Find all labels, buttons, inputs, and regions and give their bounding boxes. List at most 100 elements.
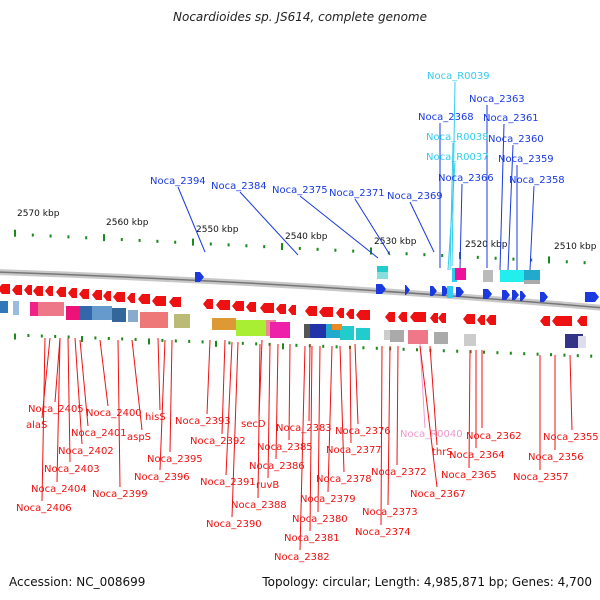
- gene-label[interactable]: Noca_2364: [449, 450, 505, 461]
- domain-block: [377, 266, 388, 272]
- gene-label[interactable]: Noca_2365: [441, 470, 497, 481]
- gene-label[interactable]: Noca_2359: [498, 154, 554, 165]
- gene-label[interactable]: Noca_2356: [528, 452, 584, 463]
- gene-label[interactable]: Noca_2376: [335, 426, 391, 437]
- gene-label[interactable]: Noca_2391: [200, 477, 256, 488]
- gene-label[interactable]: Noca_2373: [362, 507, 418, 518]
- gene-label[interactable]: Noca_2386: [249, 461, 305, 472]
- gene-label[interactable]: thrS: [432, 447, 453, 458]
- inner-tick: [536, 352, 539, 356]
- domain-block: [500, 270, 524, 282]
- inner-tick: [402, 347, 405, 351]
- leader-line: [117, 339, 121, 488]
- gene-label[interactable]: Noca_2385: [257, 442, 313, 453]
- gene-label[interactable]: Noca_2392: [190, 436, 246, 447]
- gene-label[interactable]: Noca_2399: [92, 489, 148, 500]
- inner-tick: [67, 335, 70, 339]
- gene-label[interactable]: hisS: [145, 412, 166, 423]
- reverse-gene-arrow: [216, 300, 230, 310]
- gene-label[interactable]: Noca_2388: [231, 500, 287, 511]
- gene-label[interactable]: Noca_2396: [134, 472, 190, 483]
- gene-label[interactable]: Noca_2393: [175, 416, 231, 427]
- reverse-gene-arrow: [438, 313, 446, 323]
- gene-label[interactable]: alaS: [26, 420, 47, 431]
- gene-label[interactable]: Noca_2366: [438, 173, 494, 184]
- gene-label[interactable]: Noca_2377: [326, 445, 382, 456]
- gene-label[interactable]: ruvB: [256, 480, 279, 491]
- reverse-strand-genes: [0, 284, 587, 326]
- gene-label[interactable]: Noca_2384: [211, 181, 267, 192]
- scale-tick: [530, 258, 533, 262]
- leader-line: [157, 337, 161, 411]
- inner-tick: [576, 354, 579, 358]
- leader-line: [354, 343, 359, 425]
- leader-line: [468, 349, 471, 469]
- scale-label: 2550 kbp: [196, 225, 239, 235]
- gene-label[interactable]: Noca_2400: [86, 408, 142, 419]
- gene-label[interactable]: Noca_2394: [150, 176, 206, 187]
- gene-label[interactable]: Noca_R0039: [427, 71, 490, 82]
- forward-gene-arrow: [520, 291, 526, 301]
- leader-line: [459, 183, 463, 269]
- gene-label[interactable]: Noca_2379: [300, 494, 356, 505]
- inner-tick: [282, 343, 284, 350]
- scale-label: 2530 kbp: [374, 237, 417, 247]
- gene-label[interactable]: Noca_2362: [466, 431, 522, 442]
- gene-label[interactable]: Noca_2390: [206, 519, 262, 530]
- gene-label[interactable]: Noca_2357: [513, 472, 569, 483]
- gene-label[interactable]: Noca_2369: [387, 191, 443, 202]
- rna-gene: [447, 286, 453, 298]
- inner-tick: [81, 335, 83, 342]
- inner-tick: [148, 338, 150, 345]
- domain-block: [38, 302, 64, 316]
- leader-line: [349, 345, 352, 444]
- label-leader-lines: [41, 81, 573, 551]
- inner-tick: [134, 337, 137, 341]
- gene-label[interactable]: Noca_2372: [371, 467, 427, 478]
- leader-line: [67, 337, 71, 463]
- scale-ticks: [14, 229, 586, 265]
- gene-label[interactable]: Noca_2360: [488, 134, 544, 145]
- reverse-gene-arrow: [288, 305, 296, 315]
- gene-label[interactable]: Noca_2367: [410, 489, 466, 500]
- gene-label[interactable]: Noca_R0040: [400, 429, 463, 440]
- scale-tick: [334, 248, 337, 252]
- inner-tick: [362, 346, 365, 350]
- gene-label[interactable]: Noca_2355: [543, 432, 599, 443]
- domain-block: [434, 332, 448, 344]
- inner-tick: [174, 339, 177, 343]
- gene-label[interactable]: Noca_2380: [292, 514, 348, 525]
- leader-line: [79, 339, 89, 427]
- gene-label[interactable]: Noca_2368: [418, 112, 474, 123]
- leader-line: [327, 345, 333, 493]
- forward-gene-arrow: [442, 286, 449, 296]
- gene-label[interactable]: secD: [241, 419, 266, 430]
- gene-label[interactable]: Noca_2381: [284, 533, 340, 544]
- inner-tick: [121, 337, 124, 341]
- gene-label[interactable]: Noca_2401: [71, 428, 127, 439]
- accession-text: Accession: NC_008699: [9, 575, 146, 589]
- gene-label[interactable]: Noca_R0037: [426, 152, 489, 163]
- gene-label[interactable]: Noca_2405: [28, 404, 84, 415]
- scale-tick: [583, 261, 586, 265]
- gene-label[interactable]: Noca_2383: [276, 423, 332, 434]
- leader-line: [317, 345, 321, 513]
- gene-label[interactable]: Noca_2406: [16, 503, 72, 514]
- forward-strand-genes: [195, 268, 599, 302]
- gene-label[interactable]: Noca_2402: [58, 446, 114, 457]
- scale-label: 2510 kbp: [554, 242, 597, 252]
- gene-label[interactable]: Noca_2382: [274, 552, 330, 563]
- gene-label[interactable]: Noca_2378: [316, 474, 372, 485]
- gene-label[interactable]: Noca_2371: [329, 188, 385, 199]
- gene-label[interactable]: Noca_2395: [147, 454, 203, 465]
- gene-label[interactable]: Noca_2375: [272, 185, 328, 196]
- gene-label[interactable]: Noca_2361: [483, 113, 539, 124]
- gene-label[interactable]: Noca_2404: [31, 484, 87, 495]
- gene-label[interactable]: Noca_2374: [355, 527, 411, 538]
- gene-label[interactable]: Noca_2403: [44, 464, 100, 475]
- gene-label[interactable]: Noca_2358: [509, 175, 565, 186]
- gene-label[interactable]: Noca_2363: [469, 94, 525, 105]
- gene-label[interactable]: Noca_R0038: [426, 132, 489, 143]
- gene-label[interactable]: aspS: [127, 432, 151, 443]
- inner-tick: [40, 334, 43, 338]
